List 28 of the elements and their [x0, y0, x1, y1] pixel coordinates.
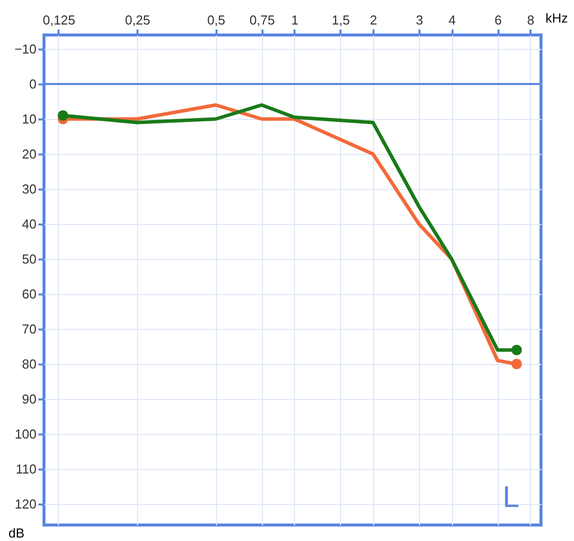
x-tick-label: 1: [291, 12, 298, 28]
y-tick-label: 30: [22, 182, 36, 196]
annotation: L: [502, 481, 520, 514]
x-tick-label: 4: [448, 12, 456, 28]
x-tick-label: 2: [370, 12, 378, 28]
x-tick-label: 1,5: [332, 12, 350, 28]
x-tick-label: 0,25: [124, 12, 150, 28]
x-tick-label: 8: [527, 12, 534, 28]
y-tick-label: 100: [14, 426, 36, 442]
y-tick-label: 10: [22, 112, 36, 126]
y-tick-label: 120: [14, 496, 36, 512]
y-tick-label: 60: [22, 286, 36, 302]
y-tick-label: 110: [16, 462, 36, 476]
x-tick-label: 0,75: [250, 12, 275, 28]
y-tick-label: −10: [14, 42, 36, 56]
y-tick-label: 90: [22, 392, 36, 406]
x-axis-title: kHz: [546, 10, 568, 26]
x-tick-label: 0,125: [42, 12, 76, 28]
y-tick-label: 50: [22, 252, 36, 266]
y-tick-label: 20: [22, 146, 36, 162]
y-tick-label: 70: [22, 322, 36, 336]
x-tick-label: 6: [494, 12, 502, 28]
y-tick-label: 0: [29, 76, 36, 92]
y-tick-label: 40: [22, 216, 36, 232]
y-tick-label: 80: [22, 356, 36, 372]
y-axis-title: dB: [8, 526, 24, 540]
x-tick-label: 3: [416, 12, 424, 28]
x-tick-label: 0,5: [207, 12, 226, 28]
